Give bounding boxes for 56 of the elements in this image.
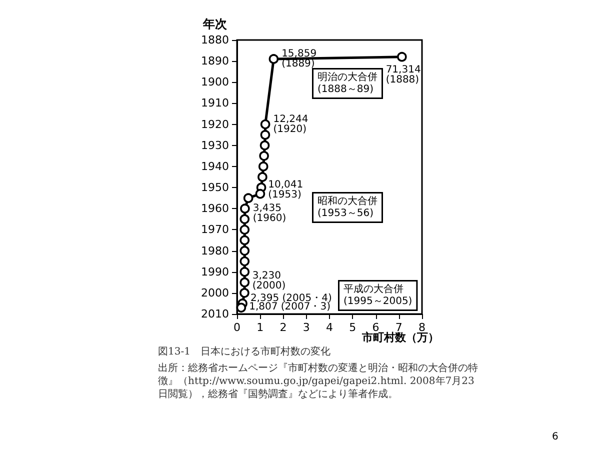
point <box>258 172 268 182</box>
data-label: 71,314 (1888) <box>386 64 421 86</box>
annotation: 明治の大合併 (1888～89) <box>318 71 378 95</box>
point <box>240 204 250 214</box>
x-tick-label: 2 <box>280 321 287 334</box>
annotation: 平成の大合併 (1995～2005) <box>344 283 412 307</box>
point <box>268 54 279 64</box>
point <box>258 162 268 172</box>
point <box>240 235 250 246</box>
point <box>397 52 407 62</box>
x-tick-label: 0 <box>234 321 240 334</box>
x-tick-label: 1 <box>256 321 264 334</box>
data-label: 1,807 (2007・3) <box>249 302 331 313</box>
point <box>240 288 250 298</box>
data-label: 10,041 (1953) <box>268 179 304 200</box>
y-tick-label: 1880 <box>201 34 229 46</box>
text: 図13-1 日本における市町村数の変化 <box>158 346 330 358</box>
point <box>259 151 269 161</box>
y-tick-label: 1920 <box>201 118 229 131</box>
y-tick-label: 1940 <box>201 160 229 173</box>
y-tick-label: 1950 <box>201 181 229 194</box>
x-tick-label: 5 <box>349 321 356 334</box>
x-tick-label: 8 <box>418 321 426 334</box>
y-tick-label: 2010 <box>201 308 229 320</box>
point <box>260 140 270 150</box>
y-tick-label: 1960 <box>201 202 229 216</box>
point <box>240 266 250 277</box>
data-label: 3,435 (1960) <box>252 203 286 224</box>
point <box>240 246 250 256</box>
y-tick-label: 2000 <box>201 286 229 300</box>
data-label: 3,230 (2000) <box>252 270 286 292</box>
data-label: 2,395 (2005・4) <box>250 292 332 304</box>
y-tick-label: 1980 <box>201 244 229 258</box>
y-tick-label: 1900 <box>201 76 229 89</box>
point <box>240 214 250 224</box>
point <box>260 119 270 130</box>
y-tick-label: 1990 <box>201 265 229 278</box>
x-axis-title: 市町村数（万） <box>361 331 439 344</box>
point <box>240 256 250 266</box>
x-tick-label: 3 <box>302 321 310 334</box>
x-tick-label: 4 <box>326 321 333 334</box>
point <box>243 193 254 203</box>
y-tick-label: 1910 <box>201 96 229 110</box>
y-axis-title: 年次 <box>202 17 228 31</box>
point <box>255 188 266 199</box>
text: 出所：総務省ホームページ『市町村数の変遷と明治・昭和の大合併の特徴』（http://www.soumu.go.jp/gapei/gapei2.html. 2008年7月23日閲覧），総務省『国勢調査』などにより筆者作成。 <box>158 362 478 400</box>
y-tick-label: 1970 <box>201 223 229 236</box>
y-tick-label: 1890 <box>201 54 229 68</box>
data-label: 12,244 (1920) <box>273 114 308 135</box>
point <box>240 277 250 288</box>
point <box>236 302 246 313</box>
point <box>260 130 270 140</box>
point <box>240 224 250 235</box>
annotation: 昭和の大合併 (1953～56) <box>318 195 378 219</box>
y-tick-label: 1930 <box>201 138 229 152</box>
text: 6 <box>552 432 558 442</box>
